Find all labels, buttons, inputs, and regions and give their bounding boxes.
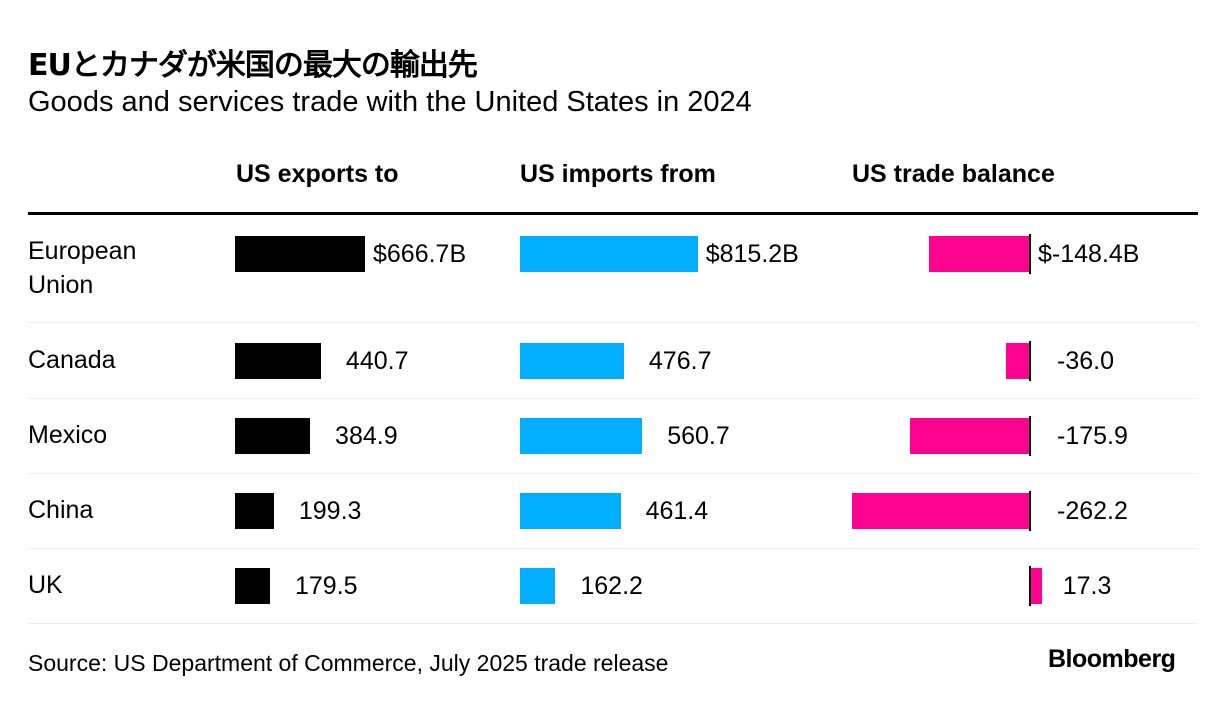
bar-imports	[520, 418, 643, 454]
header-rule	[28, 212, 1198, 215]
column-header-balance: US trade balance	[852, 160, 1055, 188]
data-label: $815.2B	[705, 240, 799, 268]
row-separator	[28, 398, 1198, 399]
data-label: 440.7	[345, 347, 409, 375]
zero-line	[1029, 416, 1031, 456]
data-label: $666.7B	[373, 240, 467, 268]
bar-exports	[235, 418, 311, 454]
row-label: Canada	[28, 346, 116, 374]
bloomberg-logo: Bloomberg	[1048, 645, 1176, 673]
row-separator	[28, 548, 1198, 549]
bar-exports	[235, 236, 365, 272]
zero-line	[1029, 566, 1031, 606]
zero-line	[1029, 234, 1031, 274]
data-label: 199.3	[298, 497, 362, 525]
zero-line	[1029, 341, 1031, 381]
row-label: UK	[28, 571, 63, 599]
data-label: 560.7	[667, 422, 730, 450]
source-note: Source: US Department of Commerce, July …	[28, 650, 669, 676]
bar-balance	[1005, 343, 1030, 379]
data-label: -262.2	[1057, 497, 1128, 525]
data-label: $-148.4B	[1038, 240, 1140, 268]
bar-exports	[235, 493, 274, 529]
bar-imports	[520, 343, 624, 379]
data-label: 476.7	[648, 347, 712, 375]
row-separator	[28, 623, 1198, 624]
data-label: 461.4	[645, 497, 709, 525]
bar-imports	[520, 568, 556, 604]
bar-balance	[1030, 568, 1042, 604]
data-label: -175.9	[1057, 422, 1128, 450]
data-label: -36.0	[1057, 347, 1114, 375]
row-separator	[28, 473, 1198, 474]
row-separator	[28, 322, 1198, 323]
row-label: Mexico	[28, 421, 108, 449]
bar-exports	[235, 568, 270, 604]
data-label: 162.2	[580, 572, 643, 600]
data-label: 384.9	[335, 422, 398, 450]
column-header-imports: US imports from	[520, 160, 716, 188]
bar-balance	[851, 493, 1030, 529]
chart-subtitle: Goods and services trade with the United…	[28, 86, 752, 118]
bar-balance	[910, 418, 1030, 454]
row-label: China	[28, 496, 94, 524]
chart-title: EUとカナダが米国の最大の輸出先	[28, 48, 478, 83]
row-label: European Union	[28, 237, 137, 299]
bar-imports	[520, 236, 698, 272]
data-label: 17.3	[1062, 572, 1112, 600]
bar-imports	[520, 493, 621, 529]
zero-line	[1029, 491, 1031, 531]
column-header-exports: US exports to	[236, 160, 399, 188]
bar-exports	[235, 343, 321, 379]
bar-balance	[929, 236, 1030, 272]
data-label: 179.5	[295, 572, 358, 600]
